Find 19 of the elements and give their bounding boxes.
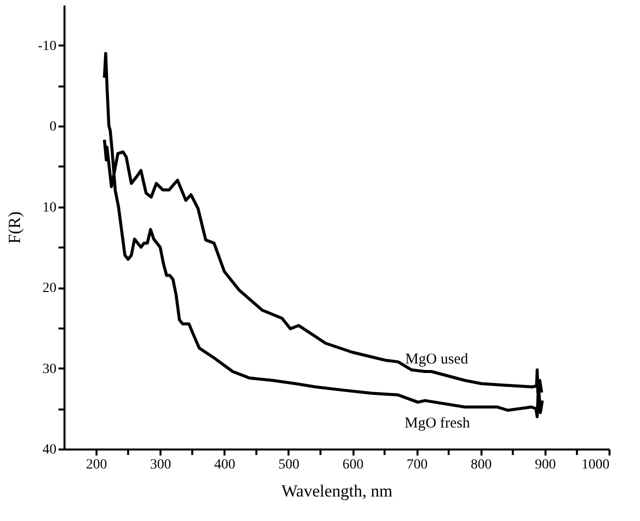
- x-tick-label: 1000: [582, 458, 610, 472]
- x-tick-label: 700: [406, 458, 428, 472]
- y-tick-label: 40: [42, 442, 56, 458]
- series-label: MgO fresh: [404, 416, 471, 432]
- y-tick-label: 0: [50, 120, 56, 135]
- y-tick-label: 10: [42, 200, 56, 216]
- series-label: MgO used: [405, 351, 469, 368]
- x-axis-title: Wavelength, nm: [282, 482, 392, 500]
- x-tick-label: 800: [470, 458, 492, 472]
- y-tick-label: -10: [38, 38, 56, 54]
- x-tick-label: 400: [214, 458, 236, 472]
- x-tick-label: 300: [150, 458, 172, 472]
- x-tick-label: 900: [534, 458, 556, 472]
- y-axis-title: F(R): [4, 211, 24, 244]
- x-tick-label: 600: [342, 458, 364, 472]
- y-tick-label: 20: [42, 281, 56, 296]
- x-tick-label: 200: [86, 458, 108, 472]
- x-tick-label: 500: [278, 458, 300, 472]
- y-tick-label: 30: [42, 362, 56, 377]
